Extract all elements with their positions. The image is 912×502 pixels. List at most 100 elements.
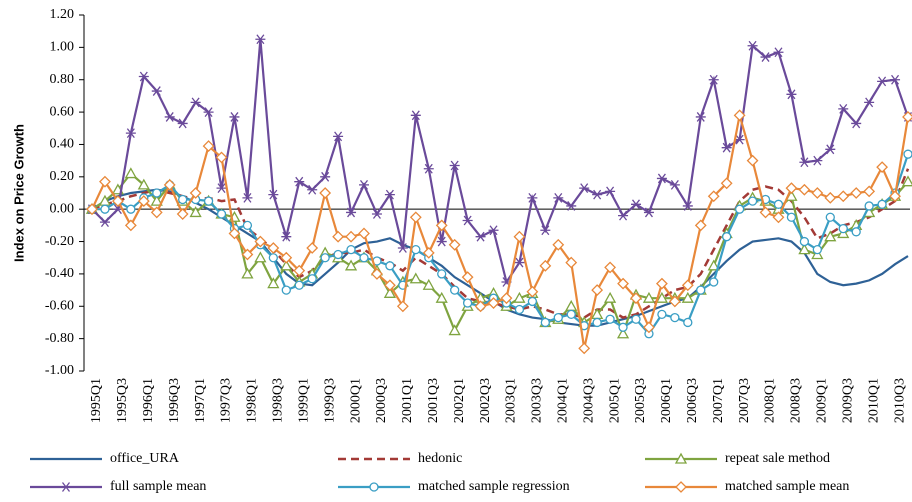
point bbox=[720, 177, 733, 190]
point bbox=[539, 259, 552, 272]
legend-label: matched sample mean bbox=[725, 479, 849, 494]
x-tick-label: 2007Q3 bbox=[737, 378, 752, 423]
y-tick-label: 0.60 bbox=[50, 104, 75, 119]
point bbox=[669, 180, 680, 190]
point bbox=[500, 292, 513, 305]
point bbox=[709, 277, 719, 287]
x-tick-label: 2009Q3 bbox=[840, 378, 855, 423]
point bbox=[294, 280, 304, 290]
point bbox=[604, 261, 617, 274]
point bbox=[786, 212, 797, 222]
x-tick-label: 1999Q1 bbox=[296, 378, 311, 423]
point bbox=[138, 71, 149, 82]
point bbox=[359, 180, 369, 190]
x-tick-label: 1999Q3 bbox=[322, 378, 337, 423]
point bbox=[150, 194, 163, 206]
x-tick-label: 2003Q1 bbox=[504, 378, 519, 423]
point bbox=[825, 212, 835, 222]
point bbox=[319, 187, 332, 199]
x-tick-label: 2006Q1 bbox=[659, 378, 674, 423]
point bbox=[513, 291, 526, 303]
point bbox=[734, 204, 745, 214]
x-tick-label: 2008Q3 bbox=[789, 378, 804, 423]
point bbox=[824, 191, 837, 204]
point bbox=[799, 236, 810, 247]
point bbox=[461, 271, 474, 284]
x-tick-label: 1996Q1 bbox=[141, 378, 156, 423]
point bbox=[280, 251, 293, 264]
point bbox=[462, 298, 473, 308]
point bbox=[203, 107, 214, 117]
point bbox=[850, 187, 863, 199]
point bbox=[332, 230, 345, 243]
point bbox=[176, 208, 189, 220]
point bbox=[811, 187, 824, 199]
point bbox=[488, 225, 499, 236]
x-tick-label: 2002Q3 bbox=[478, 378, 493, 423]
legend-marker bbox=[369, 482, 379, 492]
point bbox=[435, 219, 448, 232]
x-tick-label: 1998Q1 bbox=[245, 378, 260, 423]
point bbox=[618, 322, 628, 332]
legend-marker bbox=[61, 482, 71, 492]
point bbox=[242, 192, 253, 203]
point bbox=[409, 211, 422, 224]
point bbox=[773, 199, 784, 209]
point bbox=[630, 292, 642, 305]
x-tick-label: 2001Q3 bbox=[426, 378, 441, 423]
point bbox=[487, 297, 500, 309]
point bbox=[513, 230, 526, 243]
point bbox=[422, 278, 435, 290]
point bbox=[514, 257, 525, 268]
point bbox=[526, 285, 539, 298]
point bbox=[579, 183, 590, 194]
point bbox=[410, 110, 421, 121]
series-line bbox=[92, 153, 910, 336]
point bbox=[320, 253, 330, 263]
point bbox=[422, 246, 435, 259]
point bbox=[189, 206, 202, 218]
series-line bbox=[91, 168, 910, 319]
y-tick-label: 0.40 bbox=[50, 137, 75, 152]
point bbox=[99, 175, 111, 188]
point bbox=[747, 40, 758, 51]
point bbox=[359, 253, 369, 263]
point bbox=[99, 217, 110, 228]
point bbox=[696, 285, 706, 295]
point bbox=[734, 134, 745, 145]
point bbox=[655, 277, 668, 290]
point bbox=[333, 131, 344, 142]
point bbox=[437, 269, 447, 279]
y-tick-label: 0.00 bbox=[50, 201, 75, 216]
x-tick-label: 2003Q3 bbox=[530, 378, 545, 423]
point bbox=[449, 160, 460, 171]
point bbox=[151, 86, 162, 96]
y-tick-label: 0.80 bbox=[50, 72, 75, 87]
point bbox=[474, 300, 487, 313]
point bbox=[475, 231, 486, 242]
point bbox=[177, 118, 188, 129]
x-tick-label: 2009Q1 bbox=[815, 378, 830, 423]
x-tick-label: 2008Q1 bbox=[763, 378, 778, 423]
point bbox=[540, 317, 550, 328]
point bbox=[864, 201, 874, 211]
point bbox=[876, 161, 889, 174]
point bbox=[746, 154, 759, 167]
point bbox=[100, 204, 110, 214]
point bbox=[280, 259, 293, 271]
point bbox=[863, 185, 876, 198]
point bbox=[307, 274, 317, 284]
point bbox=[565, 299, 578, 311]
point bbox=[384, 189, 395, 200]
point bbox=[553, 312, 563, 323]
point bbox=[901, 175, 912, 187]
point bbox=[785, 182, 798, 195]
point bbox=[733, 109, 746, 122]
legend-marker bbox=[674, 452, 688, 464]
point bbox=[255, 34, 266, 45]
point bbox=[448, 238, 461, 251]
point bbox=[202, 140, 215, 152]
point bbox=[137, 178, 150, 190]
point bbox=[346, 244, 356, 255]
x-tick-label: 1998Q3 bbox=[271, 378, 286, 423]
